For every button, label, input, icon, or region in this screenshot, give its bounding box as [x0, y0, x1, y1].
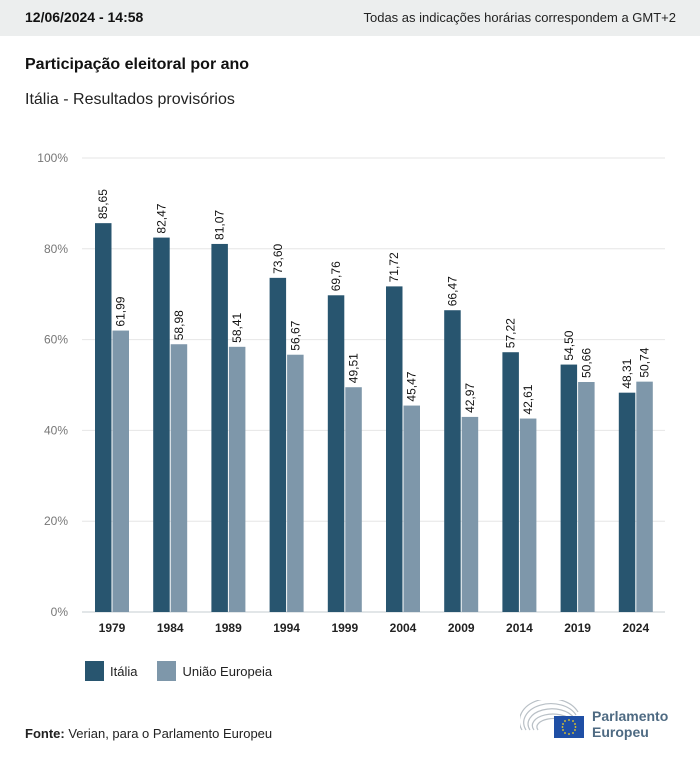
- logo-line-2: Europeu: [592, 724, 649, 740]
- logo-text: Parlamento Europeu: [592, 708, 668, 740]
- logo-line-1: Parlamento: [592, 708, 669, 724]
- bar-italia-2014: [502, 352, 519, 612]
- x-tick-label: 2024: [622, 621, 649, 635]
- value-label: 58,98: [172, 310, 186, 340]
- chart-title: Participação eleitoral por ano: [25, 56, 250, 73]
- x-tick-label: 1994: [273, 621, 300, 635]
- value-label: 66,47: [445, 276, 459, 306]
- value-label: 81,07: [213, 210, 227, 240]
- parliament-hemicycle-icon: [518, 697, 584, 738]
- y-axis-ticks: 0% 20% 40% 60% 80% 100%: [37, 151, 68, 619]
- legend-label-uniao-europeia: União Europeia: [182, 663, 273, 679]
- legend-swatch-italia: [85, 661, 104, 681]
- y-tick-label: 100%: [37, 151, 68, 165]
- bar-italia-1979: [95, 223, 112, 613]
- european-parliament-logo: Parlamento Europeu: [518, 697, 680, 742]
- value-label: 57,22: [504, 318, 518, 348]
- bar-uniao-europeia-2014: [519, 418, 537, 612]
- bar-italia-1989: [211, 243, 228, 612]
- bar-uniao-europeia-1989: [228, 346, 246, 612]
- chart-subtitle: Itália - Resultados provisórios: [25, 91, 235, 108]
- value-label: 58,41: [230, 312, 244, 342]
- value-label: 85,65: [96, 189, 110, 219]
- value-label: 45,47: [405, 371, 419, 401]
- top-bar: 12/06/2024 - 14:58 Todas as indicações h…: [0, 0, 700, 36]
- value-label: 48,31: [620, 358, 634, 388]
- x-tick-label: 1979: [99, 621, 126, 635]
- eu-stars: [561, 719, 577, 735]
- bar-uniao-europeia-1999: [345, 387, 362, 612]
- x-axis-ticks: 1979 1984 1989 1994 1999 2004 2009 2014 2019 2024: [99, 621, 650, 635]
- value-label: 49,51: [347, 353, 361, 383]
- bar-italia-2009: [444, 310, 461, 612]
- timezone-note: Todas as indicações horárias corresponde…: [363, 10, 676, 25]
- legend-item-italia: Itália: [85, 661, 137, 681]
- bar-italia-2024: [618, 392, 636, 612]
- x-tick-label: 1984: [157, 621, 184, 635]
- source-note: Fonte: Verian, para o Parlamento Europeu: [25, 726, 272, 741]
- value-label: 50,66: [579, 348, 593, 378]
- value-label: 56,67: [288, 320, 302, 350]
- y-tick-label: 60%: [44, 333, 68, 347]
- bar-italia-2019: [560, 364, 578, 612]
- bar-italia-2004: [386, 286, 403, 612]
- bars: [95, 223, 653, 613]
- y-tick-label: 20%: [44, 514, 68, 528]
- bar-uniao-europeia-1979: [112, 330, 129, 612]
- bar-uniao-europeia-2009: [461, 416, 479, 612]
- value-label: 73,60: [271, 244, 285, 274]
- source-label: Fonte:: [25, 726, 65, 741]
- value-label: 54,50: [562, 330, 576, 360]
- y-tick-label: 80%: [44, 242, 68, 256]
- bar-italia-1984: [153, 237, 170, 613]
- bar-uniao-europeia-2019: [578, 382, 595, 612]
- value-label: 82,47: [154, 203, 168, 233]
- legend: Itália União Europeia: [85, 661, 292, 681]
- legend-swatch-uniao-europeia: [157, 661, 177, 681]
- source-text: Verian, para o Parlamento Europeu: [68, 726, 273, 741]
- x-tick-label: 2009: [448, 621, 475, 635]
- value-label: 71,72: [387, 252, 401, 282]
- bar-uniao-europeia-1994: [287, 354, 304, 612]
- bar-uniao-europeia-2004: [403, 405, 420, 612]
- legend-label-italia: Itália: [110, 663, 138, 679]
- value-label: 50,74: [638, 347, 652, 377]
- bar-chart: 0%20%40%60%80%100% 85,6561,9982,4758,988…: [37, 151, 665, 635]
- x-tick-label: 2014: [506, 621, 533, 635]
- x-tick-label: 1999: [331, 621, 358, 635]
- bar-uniao-europeia-2024: [636, 381, 653, 612]
- value-label: 42,61: [521, 384, 535, 414]
- bar-italia-1994: [269, 277, 287, 612]
- y-tick-label: 40%: [44, 423, 68, 437]
- legend-item-uniao-europeia: União Europeia: [157, 661, 272, 681]
- bar-uniao-europeia-1984: [170, 344, 188, 612]
- timestamp: 12/06/2024 - 14:58: [25, 9, 144, 25]
- x-tick-label: 1989: [215, 621, 242, 635]
- x-tick-label: 2004: [390, 621, 417, 635]
- value-label: 42,97: [463, 383, 477, 413]
- value-label: 61,99: [114, 296, 128, 326]
- value-labels: 85,65 61,99 82,47 58,98 81,07 58,41 73,60 56,67…: [96, 189, 651, 415]
- x-tick-label: 2019: [564, 621, 591, 635]
- y-tick-label: 0%: [51, 605, 69, 619]
- value-label: 69,76: [329, 261, 343, 291]
- bar-italia-1999: [327, 295, 345, 612]
